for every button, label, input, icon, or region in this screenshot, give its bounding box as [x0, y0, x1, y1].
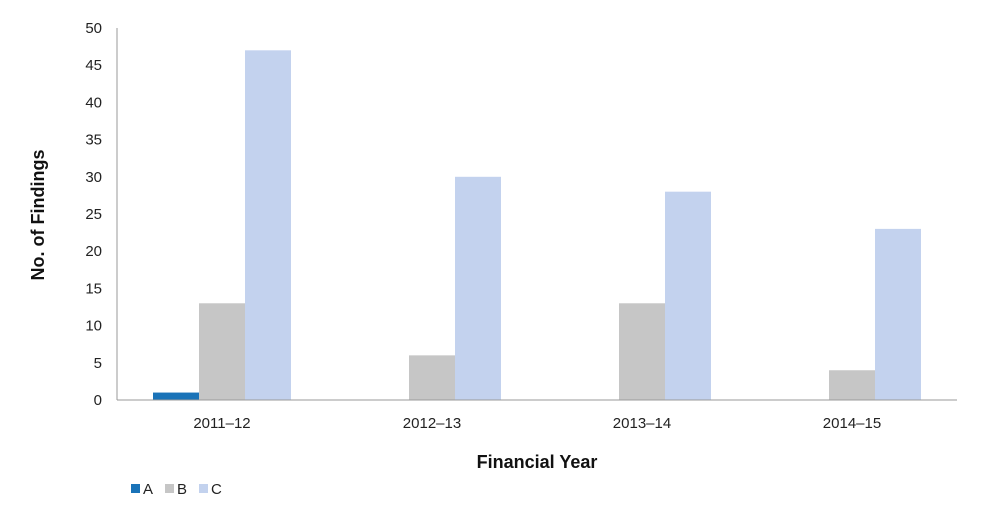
y-tick-label: 20 — [85, 243, 102, 260]
legend-swatch-c — [199, 484, 208, 493]
y-tick-label: 40 — [85, 94, 102, 111]
bar-a-0 — [153, 392, 199, 400]
legend-label-c: C — [211, 481, 222, 498]
y-axis-title: No. of Findings — [28, 150, 48, 281]
bar-c-0 — [245, 50, 291, 400]
bar-c-1 — [455, 176, 501, 400]
x-tick-label: 2014–15 — [823, 415, 881, 432]
x-axis-title: Financial Year — [477, 452, 598, 472]
x-tick-label: 2011–12 — [193, 415, 250, 432]
y-tick-label: 5 — [94, 355, 102, 372]
y-tick-label: 50 — [85, 20, 102, 37]
legend: A B C — [131, 481, 222, 498]
bar-b-1 — [409, 355, 455, 400]
y-tick-label: 35 — [85, 132, 102, 149]
y-tick-labels: 0 5 10 15 20 25 30 35 40 45 50 — [85, 20, 102, 409]
y-tick-label: 15 — [85, 280, 102, 297]
legend-label-a: A — [143, 481, 153, 498]
y-tick-label: 0 — [94, 392, 102, 409]
bar-c-3 — [875, 228, 921, 400]
x-tick-label: 2012–13 — [403, 415, 461, 432]
legend-label-b: B — [177, 481, 187, 498]
y-tick-label: 45 — [85, 57, 102, 74]
bar-b-2 — [619, 303, 665, 400]
x-tick-label: 2013–14 — [613, 415, 671, 432]
bar-c-2 — [665, 191, 711, 400]
x-tick-labels: 2011–12 2012–13 2013–14 2014–15 — [193, 415, 881, 432]
bars-group — [153, 50, 921, 400]
y-tick-label: 25 — [85, 206, 102, 223]
y-tick-label: 10 — [85, 318, 102, 335]
bar-b-0 — [199, 303, 245, 400]
y-tick-label: 30 — [85, 169, 102, 186]
bar-b-3 — [829, 370, 875, 400]
legend-swatch-b — [165, 484, 174, 493]
legend-swatch-a — [131, 484, 140, 493]
